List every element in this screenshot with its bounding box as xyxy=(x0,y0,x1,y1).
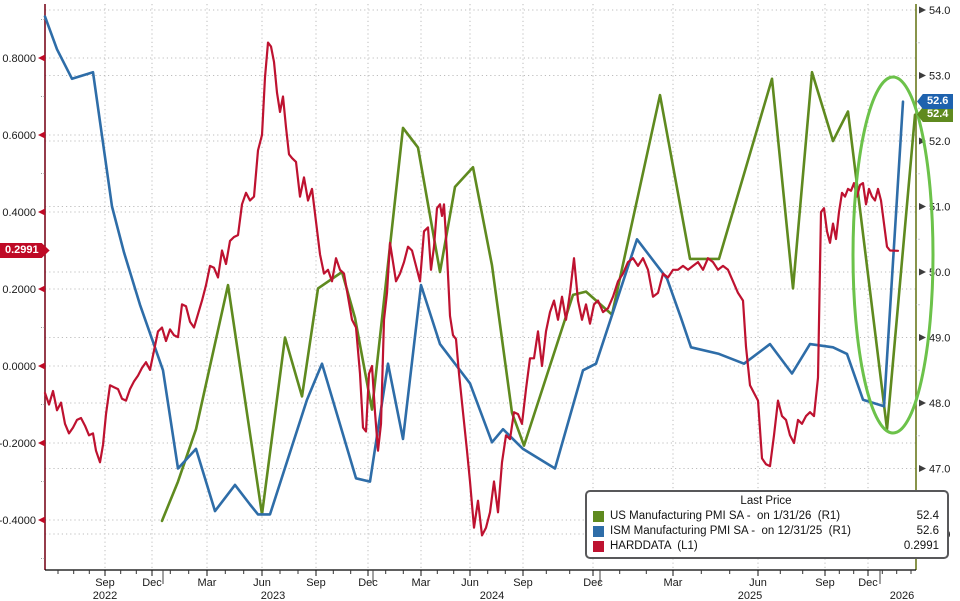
svg-text:2024: 2024 xyxy=(480,590,504,601)
svg-text:0.4000: 0.4000 xyxy=(2,207,36,219)
svg-text:48.0: 48.0 xyxy=(929,398,950,410)
legend: Last Price US Manufacturing PMI SA - on … xyxy=(585,490,949,559)
legend-label: ISM Manufacturing PMI SA - on 12/31/25 (… xyxy=(610,525,851,537)
svg-text:49.0: 49.0 xyxy=(929,333,950,345)
svg-text:2025: 2025 xyxy=(738,590,762,601)
svg-text:-0.4000: -0.4000 xyxy=(0,515,36,527)
svg-text:53.0: 53.0 xyxy=(929,71,950,83)
legend-label: US Manufacturing PMI SA - on 1/31/26 (R1… xyxy=(610,510,841,522)
svg-text:Sep: Sep xyxy=(95,577,115,589)
svg-text:Mar: Mar xyxy=(664,577,683,589)
legend-title: Last Price xyxy=(740,495,792,507)
right-axis-last-value-badge-uspmi: 52.4 xyxy=(917,107,954,122)
series-swatch-harddata xyxy=(593,541,604,552)
svg-text:51.0: 51.0 xyxy=(929,202,950,214)
svg-text:Mar: Mar xyxy=(412,577,431,589)
svg-text:Sep: Sep xyxy=(513,577,533,589)
right-axis-last-value-badge-ism: 52.6 xyxy=(917,94,954,109)
svg-text:Jun: Jun xyxy=(749,577,767,589)
svg-text:Sep: Sep xyxy=(306,577,326,589)
svg-text:54.0: 54.0 xyxy=(929,5,950,17)
svg-text:Jun: Jun xyxy=(253,577,271,589)
svg-text:Mar: Mar xyxy=(198,577,217,589)
svg-text:0.2000: 0.2000 xyxy=(2,284,36,296)
svg-text:Sep: Sep xyxy=(815,577,835,589)
svg-text:47.0: 47.0 xyxy=(929,464,950,476)
svg-text:0.0000: 0.0000 xyxy=(2,361,36,373)
svg-text:Dec: Dec xyxy=(858,577,878,589)
series-line-ism-manufacturing-pmi-sa xyxy=(43,15,905,516)
svg-text:0.8000: 0.8000 xyxy=(2,53,36,65)
legend-label: HARDDATA (L1) xyxy=(610,540,698,552)
legend-value: 52.4 xyxy=(916,510,939,522)
svg-text:52.0: 52.0 xyxy=(929,136,950,148)
svg-text:2023: 2023 xyxy=(261,590,285,601)
svg-text:Dec: Dec xyxy=(142,577,162,589)
legend-item-ism-pmi: ISM Manufacturing PMI SA - on 12/31/25 (… xyxy=(593,524,939,539)
left-axis-last-value-badge: 0.2991 xyxy=(0,243,50,258)
svg-text:2026: 2026 xyxy=(890,590,914,601)
series-line-us-manufacturing-pmi-sa xyxy=(160,70,917,523)
series-line-harddata xyxy=(43,41,900,537)
legend-item-harddata: HARDDATA (L1) 0.2991 xyxy=(593,539,939,554)
svg-text:0.6000: 0.6000 xyxy=(2,130,36,142)
legend-value: 0.2991 xyxy=(903,540,939,552)
svg-text:Dec: Dec xyxy=(583,577,603,589)
svg-text:2022: 2022 xyxy=(93,590,117,601)
svg-text:Jun: Jun xyxy=(461,577,479,589)
highlight-ellipse-annotation xyxy=(851,75,935,435)
legend-value: 52.6 xyxy=(916,525,939,537)
series-swatch-ism-pmi xyxy=(593,526,604,537)
series-swatch-us-pmi xyxy=(593,511,604,522)
legend-item-us-pmi: US Manufacturing PMI SA - on 1/31/26 (R1… xyxy=(593,509,939,524)
svg-text:-0.2000: -0.2000 xyxy=(0,438,36,450)
svg-text:Dec: Dec xyxy=(358,577,378,589)
